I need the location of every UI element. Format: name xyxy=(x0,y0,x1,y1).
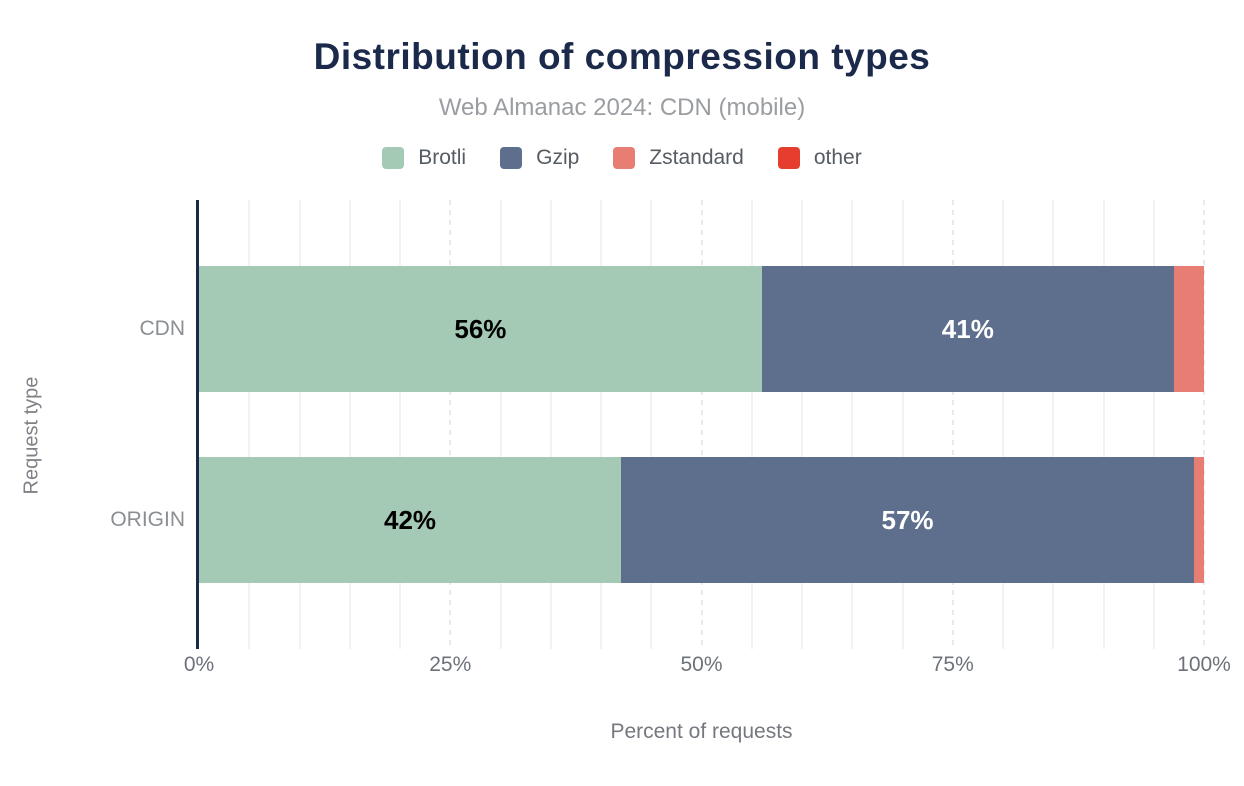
y-axis-line xyxy=(196,200,199,649)
x-axis-title: Percent of requests xyxy=(610,720,793,743)
bar-segment-origin-brotli: 42% xyxy=(199,457,622,583)
minor-gridline xyxy=(750,200,753,649)
legend-label: Brotli xyxy=(418,146,467,169)
legend-item-other[interactable]: other xyxy=(777,146,862,170)
x-tick-label: 50% xyxy=(680,653,723,676)
minor-gridline xyxy=(1152,200,1155,649)
data-label: 41% xyxy=(941,313,994,344)
legend-label: Zstandard xyxy=(649,146,744,169)
data-label: 56% xyxy=(454,313,507,344)
data-label: 42% xyxy=(384,504,437,535)
minor-gridline xyxy=(499,200,502,649)
minor-gridline xyxy=(298,200,301,649)
data-label: 57% xyxy=(881,504,934,535)
minor-gridline xyxy=(1002,200,1004,649)
legend-item-zstandard[interactable]: Zstandard xyxy=(613,146,744,170)
major-gridline xyxy=(951,200,954,649)
y-category-label-origin: ORIGIN xyxy=(110,508,185,531)
plot-area: 56% 41% 42% 57% xyxy=(196,200,1205,649)
bar-segment-origin-gzip: 57% xyxy=(621,457,1194,583)
legend-swatch-icon xyxy=(500,147,523,169)
minor-gridline xyxy=(1102,200,1105,649)
y-axis-title: Request type xyxy=(20,376,43,495)
minor-gridline xyxy=(901,200,904,649)
minor-gridline xyxy=(801,200,803,649)
legend-item-brotli[interactable]: Brotli xyxy=(382,146,466,170)
minor-gridline xyxy=(851,200,854,649)
legend-swatch-icon xyxy=(382,147,405,169)
legend-swatch-icon xyxy=(777,147,800,169)
legend-swatch-icon xyxy=(613,147,636,169)
bar-segment-origin-zstandard xyxy=(1193,457,1204,583)
legend: Brotli Gzip Zstandard other xyxy=(0,146,1244,170)
minor-gridline xyxy=(248,200,251,649)
major-gridline xyxy=(700,200,703,649)
bar-segment-cdn-zstandard xyxy=(1173,266,1204,392)
bar-segment-cdn-gzip: 41% xyxy=(761,266,1174,392)
legend-label: other xyxy=(813,146,862,169)
chart-title: Distribution of compression types xyxy=(313,36,931,77)
minor-gridline xyxy=(1052,200,1055,649)
chart-subtitle: Web Almanac 2024: CDN (mobile) xyxy=(438,94,806,121)
minor-gridline xyxy=(650,200,653,649)
minor-gridline xyxy=(399,200,401,649)
major-gridline xyxy=(1203,200,1205,649)
y-category-label-cdn: CDN xyxy=(139,317,186,340)
x-tick-label: 75% xyxy=(931,653,974,676)
minor-gridline xyxy=(348,200,351,649)
stacked-bar-cdn: 56% 41% xyxy=(199,266,1204,392)
major-gridline xyxy=(449,200,452,649)
x-tick-label: 100% xyxy=(1177,653,1231,676)
legend-label: Gzip xyxy=(536,146,580,169)
minor-gridline xyxy=(600,200,602,649)
stacked-bar-origin: 42% 57% xyxy=(199,457,1204,583)
bar-segment-cdn-brotli: 56% xyxy=(199,266,762,392)
x-tick-label: 25% xyxy=(429,653,472,676)
legend-item-gzip[interactable]: Gzip xyxy=(500,146,579,170)
minor-gridline xyxy=(549,200,552,649)
x-tick-label: 0% xyxy=(183,653,215,676)
